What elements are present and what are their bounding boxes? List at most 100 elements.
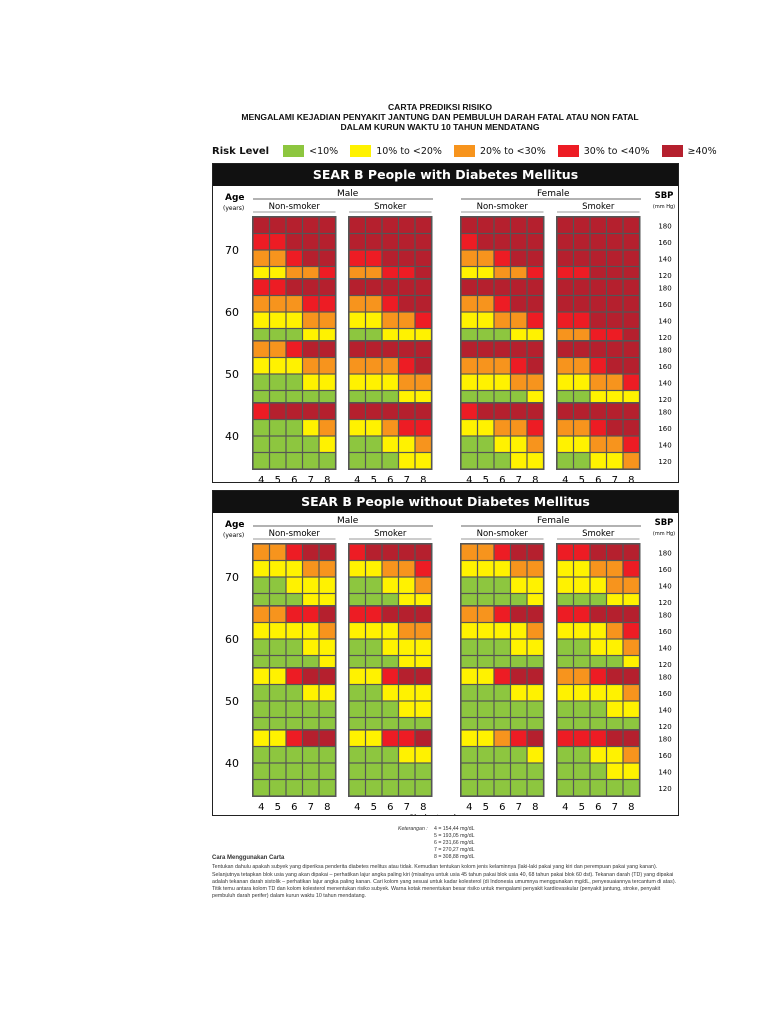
risk-cell <box>623 606 639 622</box>
risk-cell <box>461 544 477 560</box>
risk-cell <box>399 234 415 250</box>
risk-cell <box>349 341 365 357</box>
risk-cell <box>270 561 286 577</box>
risk-cell <box>319 747 335 763</box>
risk-cell <box>511 668 527 684</box>
risk-cell <box>303 234 319 250</box>
legend-label-3: 30% to <40% <box>583 145 650 157</box>
risk-cell <box>527 577 543 593</box>
risk-cell <box>590 639 606 655</box>
risk-cell <box>607 730 623 746</box>
risk-cell <box>623 234 639 250</box>
risk-cell <box>349 436 365 452</box>
risk-cell <box>511 453 527 469</box>
risk-cell <box>527 606 543 622</box>
risk-cell <box>382 358 398 374</box>
sbp-value-160: 160 <box>658 628 671 636</box>
risk-cell <box>286 639 302 655</box>
risk-cell <box>399 730 415 746</box>
risk-cell <box>494 374 510 390</box>
risk-cell <box>590 606 606 622</box>
risk-cell <box>366 403 382 419</box>
risk-cell <box>574 403 590 419</box>
risk-cell <box>607 623 623 639</box>
risk-cell <box>511 217 527 233</box>
risk-cell <box>478 577 494 593</box>
risk-cell <box>303 701 319 717</box>
sbp-value-140: 140 <box>658 441 671 449</box>
risk-cell <box>319 561 335 577</box>
risk-cell <box>461 668 477 684</box>
risk-cell <box>303 341 319 357</box>
risk-cell <box>527 250 543 266</box>
legend-swatch-3 <box>557 145 579 157</box>
risk-cell <box>511 544 527 560</box>
risk-cell <box>574 780 590 796</box>
usage-text: Tentukan dahulu apakah subyek yang diper… <box>212 864 677 900</box>
risk-cell <box>270 374 286 390</box>
risk-cell <box>349 234 365 250</box>
risk-cell <box>607 436 623 452</box>
cholesterol-tick-8: 8 <box>628 802 634 813</box>
risk-cell <box>623 668 639 684</box>
risk-cell <box>607 639 623 655</box>
risk-cell <box>574 701 590 717</box>
risk-cell <box>574 374 590 390</box>
risk-cell <box>253 374 269 390</box>
risk-cell <box>366 250 382 266</box>
sbp-value-120: 120 <box>658 723 671 731</box>
risk-cell <box>303 606 319 622</box>
risk-cell <box>511 780 527 796</box>
risk-cell <box>511 341 527 357</box>
risk-cell <box>303 296 319 312</box>
risk-cell <box>270 250 286 266</box>
age-value-40: 40 <box>225 430 239 443</box>
risk-cell <box>270 544 286 560</box>
cholesterol-tick-4: 4 <box>258 475 264 482</box>
risk-cell <box>319 639 335 655</box>
risk-cell <box>511 403 527 419</box>
heatmap-without-diabetes: Age (years) Male Female Non-smoker Smoker Non-… <box>223 516 675 815</box>
risk-cell <box>511 561 527 577</box>
risk-cell <box>319 577 335 593</box>
risk-cell <box>349 730 365 746</box>
risk-cell <box>623 701 639 717</box>
risk-cell <box>461 403 477 419</box>
risk-cell <box>349 279 365 295</box>
risk-cell <box>527 374 543 390</box>
risk-cell <box>574 623 590 639</box>
risk-cell <box>253 577 269 593</box>
cholesterol-tick-6: 6 <box>291 802 297 813</box>
risk-cell <box>415 544 431 560</box>
risk-cell <box>623 341 639 357</box>
risk-cell <box>303 250 319 266</box>
group-label-2: Non-smoker <box>477 202 529 212</box>
risk-cell <box>382 701 398 717</box>
cholesterol-tick-7: 7 <box>404 802 410 813</box>
legend-label-0: <10% <box>309 145 339 157</box>
risk-cell <box>607 341 623 357</box>
notes-label: Keterangan : <box>398 826 428 832</box>
risk-cell <box>478 420 494 436</box>
risk-cell <box>399 403 415 419</box>
risk-cell <box>349 374 365 390</box>
risk-cell <box>557 403 573 419</box>
risk-cell <box>527 296 543 312</box>
risk-cell <box>399 544 415 560</box>
group-label-0: Non-smoker <box>269 202 321 212</box>
risk-cell <box>349 403 365 419</box>
notes-line-1: 5 = 193,05 mg/dL <box>434 833 475 839</box>
risk-cell <box>415 420 431 436</box>
cholesterol-tick-7: 7 <box>516 475 522 482</box>
risk-cell <box>511 312 527 328</box>
risk-cell <box>253 561 269 577</box>
risk-cell <box>349 763 365 779</box>
risk-cell <box>511 606 527 622</box>
sbp-value-140: 140 <box>658 706 671 714</box>
risk-cell <box>590 420 606 436</box>
risk-cell <box>270 312 286 328</box>
risk-cell <box>382 639 398 655</box>
risk-cell <box>303 577 319 593</box>
notes-line-0: 4 = 154,44 mg/dL <box>434 826 475 832</box>
cholesterol-tick-7: 7 <box>308 802 314 813</box>
